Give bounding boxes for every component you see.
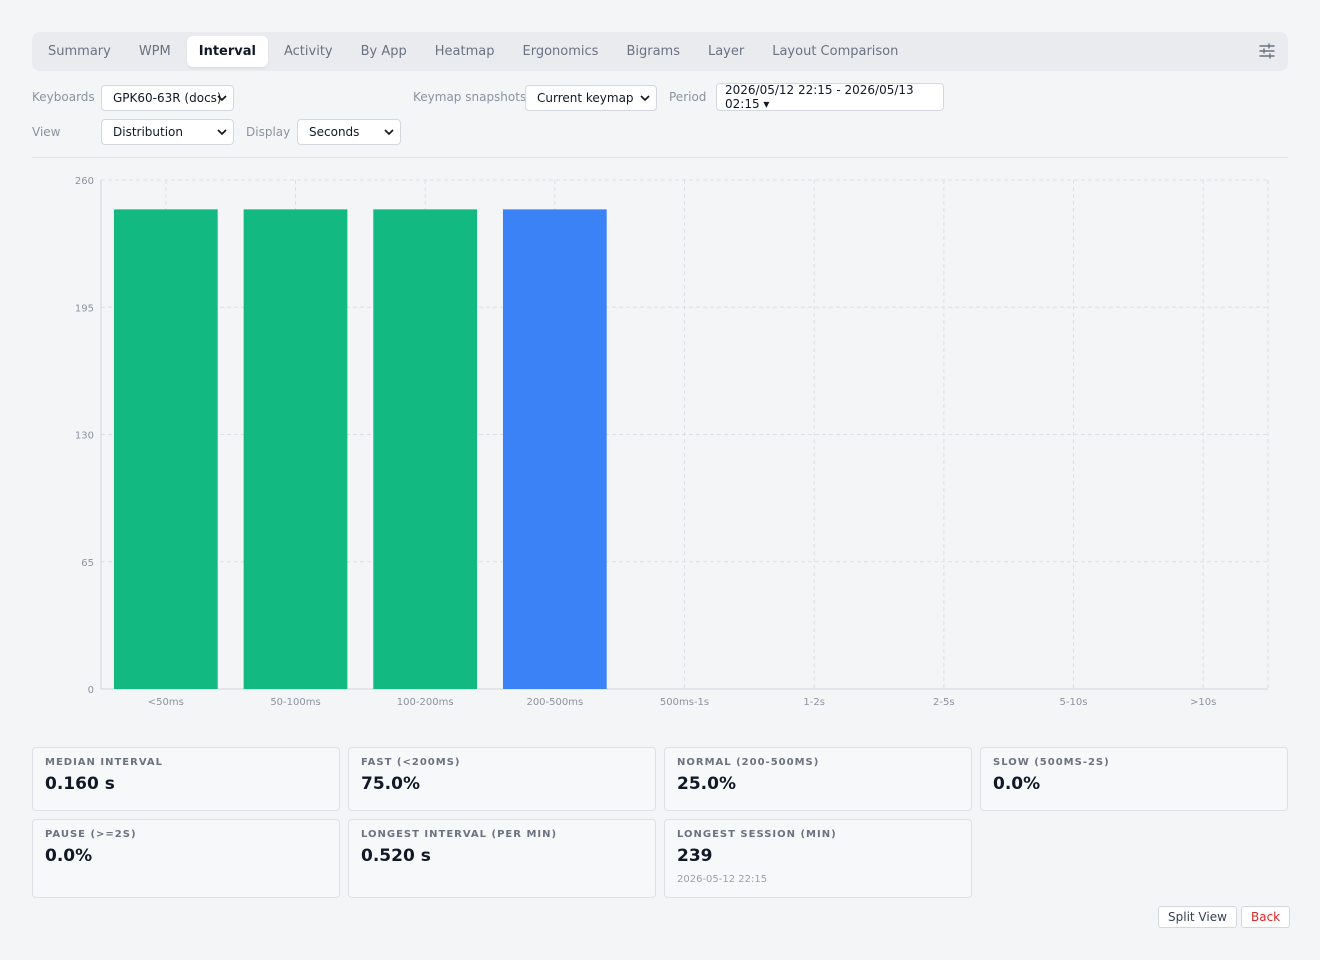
stat-title: LONGEST SESSION (MIN): [677, 829, 837, 840]
x-tick-label: 200-500ms: [526, 697, 583, 708]
x-tick-label: <50ms: [148, 697, 184, 708]
stat-title: LONGEST INTERVAL (PER MIN): [361, 829, 558, 840]
keyboards-label: Keyboards: [32, 90, 95, 104]
stat-value: 0.520 s: [361, 846, 431, 866]
stat-title: NORMAL (200-500MS): [677, 757, 820, 768]
x-tick-label: 1-2s: [803, 697, 825, 708]
y-tick-label: 195: [75, 303, 94, 314]
tab-heatmap[interactable]: Heatmap: [434, 44, 495, 59]
y-tick-label: 0: [88, 685, 94, 696]
view-select[interactable]: Distribution: [101, 119, 234, 145]
section-divider: [32, 157, 1288, 158]
bar-3: [502, 209, 607, 689]
x-tick-label: 100-200ms: [397, 697, 454, 708]
stat-title: SLOW (500MS-2S): [993, 757, 1110, 768]
stat-value: 0.0%: [45, 846, 93, 866]
stat-card-longest-session: LONGEST SESSION (MIN) 239 2026-05-12 22:…: [664, 819, 972, 898]
display-select-value: Seconds: [309, 125, 360, 139]
interval-distribution-chart: 0 65 130 195 260 <50ms 50-100ms 100-200ms 200-50…: [75, 176, 1269, 708]
tab-interval[interactable]: Interval: [186, 36, 268, 67]
x-tick-label: 50-100ms: [270, 697, 320, 708]
stat-card-median: MEDIAN INTERVAL 0.160 s: [32, 747, 340, 811]
tab-layer[interactable]: Layer: [707, 44, 745, 59]
stat-value: 0.160 s: [45, 774, 115, 794]
period-label: Period: [669, 90, 707, 104]
stat-card-slow: SLOW (500MS-2S) 0.0%: [980, 747, 1288, 811]
split-view-button[interactable]: Split View: [1158, 906, 1237, 928]
chevron-down-icon: [217, 129, 227, 136]
display-label: Display: [246, 125, 291, 139]
snapshots-select-value: Current keymap: [537, 91, 634, 105]
stat-title: FAST (<200MS): [361, 757, 461, 768]
tab-activity[interactable]: Activity: [284, 44, 333, 59]
x-tick-label: 500ms-1s: [660, 697, 709, 708]
keyboards-select[interactable]: GPK60-63R (docs): [101, 85, 234, 111]
sliders-icon[interactable]: [1258, 42, 1276, 60]
x-tick-label: >10s: [1190, 697, 1216, 708]
y-tick-label: 65: [81, 558, 94, 569]
stat-card-pause: PAUSE (>=2S) 0.0%: [32, 819, 340, 898]
stat-card-fast: FAST (<200MS) 75.0%: [348, 747, 656, 811]
view-select-value: Distribution: [113, 125, 184, 139]
tab-ergonomics[interactable]: Ergonomics: [522, 44, 599, 59]
tab-wpm[interactable]: WPM: [138, 44, 171, 59]
bar-0: [113, 209, 218, 689]
bar-1: [243, 209, 348, 689]
stat-value: 239: [677, 846, 713, 866]
stat-subtext: 2026-05-12 22:15: [677, 874, 768, 885]
tab-bigrams[interactable]: Bigrams: [626, 44, 680, 59]
snapshots-select[interactable]: Current keymap: [525, 85, 657, 111]
keyboards-select-value: GPK60-63R (docs): [113, 91, 222, 105]
tab-summary[interactable]: Summary: [48, 44, 111, 59]
y-tick-label: 130: [75, 431, 94, 442]
snapshots-label: Keymap snapshots: [413, 90, 527, 104]
stat-title: PAUSE (>=2S): [45, 829, 137, 840]
chevron-down-icon: [384, 129, 394, 136]
period-picker-value: 2026/05/12 22:15 - 2026/05/13 02:15 ▾: [725, 83, 914, 111]
x-tick-label: 2-5s: [933, 697, 955, 708]
tab-layout-comparison[interactable]: Layout Comparison: [772, 44, 899, 59]
stat-value: 25.0%: [677, 774, 736, 794]
x-tick-label: 5-10s: [1060, 697, 1088, 708]
tab-bar: Summary WPM Interval Activity By App Hea…: [32, 32, 1288, 71]
stat-value: 0.0%: [993, 774, 1041, 794]
display-select[interactable]: Seconds: [297, 119, 401, 145]
tab-by-app[interactable]: By App: [360, 44, 407, 59]
y-tick-label: 260: [75, 176, 94, 187]
stat-title: MEDIAN INTERVAL: [45, 757, 164, 768]
bar-2: [373, 209, 478, 689]
back-button[interactable]: Back: [1241, 906, 1291, 928]
stat-value: 75.0%: [361, 774, 420, 794]
stat-card-longest-interval: LONGEST INTERVAL (PER MIN) 0.520 s: [348, 819, 656, 898]
chevron-down-icon: [217, 95, 227, 102]
stat-card-normal: NORMAL (200-500MS) 25.0%: [664, 747, 972, 811]
period-picker[interactable]: 2026/05/12 22:15 - 2026/05/13 02:15 ▾: [716, 83, 944, 111]
chevron-down-icon: [640, 95, 650, 102]
view-label: View: [32, 125, 61, 139]
